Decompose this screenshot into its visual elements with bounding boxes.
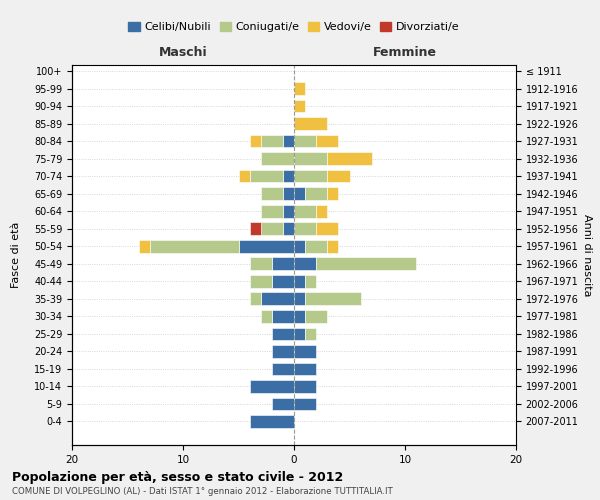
- Bar: [328, 170, 349, 182]
- Bar: [260, 152, 294, 165]
- Y-axis label: Fasce di età: Fasce di età: [11, 222, 21, 288]
- Bar: [250, 380, 294, 392]
- Bar: [328, 152, 372, 165]
- Bar: [239, 170, 250, 182]
- Bar: [272, 345, 294, 358]
- Bar: [250, 135, 260, 147]
- Bar: [294, 152, 328, 165]
- Bar: [294, 100, 305, 112]
- Bar: [250, 222, 260, 235]
- Bar: [316, 222, 338, 235]
- Bar: [283, 188, 294, 200]
- Bar: [294, 188, 305, 200]
- Bar: [283, 222, 294, 235]
- Bar: [294, 222, 316, 235]
- Bar: [294, 398, 316, 410]
- Text: COMUNE DI VOLPEGLINO (AL) - Dati ISTAT 1° gennaio 2012 - Elaborazione TUTTITALIA: COMUNE DI VOLPEGLINO (AL) - Dati ISTAT 1…: [12, 487, 393, 496]
- Text: Maschi: Maschi: [158, 46, 208, 59]
- Bar: [305, 275, 316, 287]
- Bar: [250, 292, 260, 305]
- Bar: [250, 170, 283, 182]
- Bar: [294, 380, 316, 392]
- Bar: [294, 310, 305, 322]
- Bar: [250, 258, 272, 270]
- Bar: [294, 345, 316, 358]
- Bar: [272, 275, 294, 287]
- Bar: [260, 188, 283, 200]
- Bar: [294, 328, 305, 340]
- Bar: [272, 328, 294, 340]
- Bar: [260, 135, 283, 147]
- Bar: [260, 310, 272, 322]
- Bar: [260, 292, 294, 305]
- Bar: [316, 135, 338, 147]
- Bar: [305, 328, 316, 340]
- Bar: [150, 240, 239, 252]
- Bar: [305, 188, 328, 200]
- Bar: [294, 82, 305, 95]
- Bar: [272, 398, 294, 410]
- Bar: [260, 205, 283, 218]
- Bar: [305, 292, 361, 305]
- Bar: [294, 170, 328, 182]
- Bar: [294, 258, 316, 270]
- Y-axis label: Anni di nascita: Anni di nascita: [583, 214, 592, 296]
- Bar: [294, 205, 316, 218]
- Bar: [294, 135, 316, 147]
- Legend: Celibi/Nubili, Coniugati/e, Vedovi/e, Divorziati/e: Celibi/Nubili, Coniugati/e, Vedovi/e, Di…: [124, 18, 464, 36]
- Bar: [305, 310, 328, 322]
- Bar: [139, 240, 150, 252]
- Text: Popolazione per età, sesso e stato civile - 2012: Popolazione per età, sesso e stato civil…: [12, 471, 343, 484]
- Bar: [260, 222, 283, 235]
- Bar: [283, 135, 294, 147]
- Bar: [328, 188, 338, 200]
- Bar: [250, 415, 294, 428]
- Bar: [294, 240, 305, 252]
- Bar: [272, 310, 294, 322]
- Bar: [305, 240, 328, 252]
- Bar: [294, 362, 316, 375]
- Bar: [294, 118, 328, 130]
- Bar: [250, 275, 272, 287]
- Bar: [283, 205, 294, 218]
- Bar: [272, 362, 294, 375]
- Bar: [316, 258, 416, 270]
- Bar: [316, 205, 328, 218]
- Bar: [239, 240, 294, 252]
- Text: Femmine: Femmine: [373, 46, 437, 59]
- Bar: [294, 292, 305, 305]
- Bar: [328, 240, 338, 252]
- Bar: [272, 258, 294, 270]
- Bar: [283, 170, 294, 182]
- Bar: [294, 275, 305, 287]
